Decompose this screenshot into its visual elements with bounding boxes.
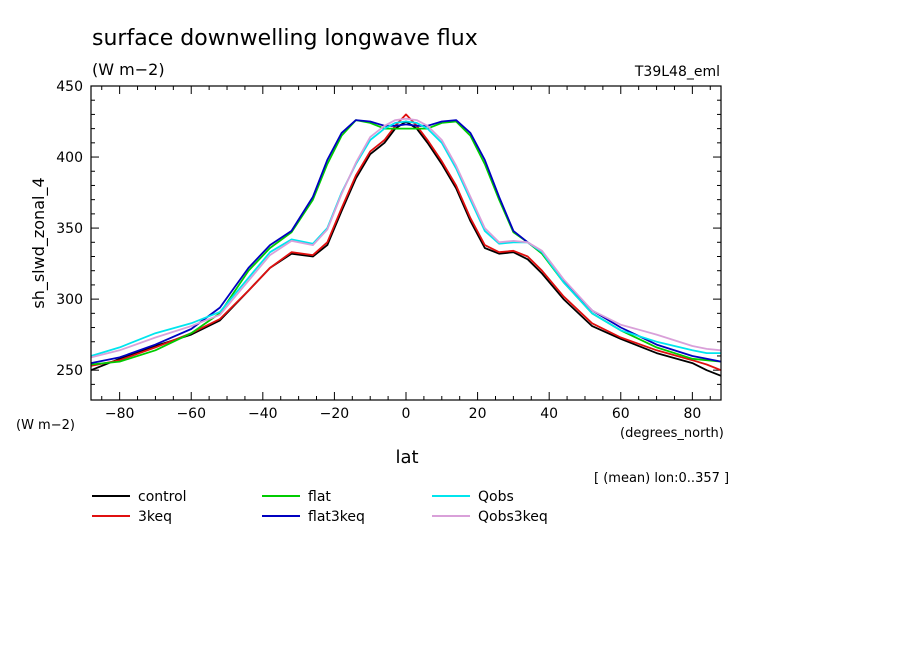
x-tick-label: 40 — [540, 406, 558, 422]
legend-label: flat — [308, 489, 331, 505]
y-tick-label: 400 — [56, 150, 83, 166]
mean-note: [ (mean) lon:0..357 ] — [594, 471, 729, 486]
legend-label: 3keq — [138, 509, 172, 525]
legend-label: flat3keq — [308, 509, 365, 525]
x-tick-label: 60 — [612, 406, 630, 422]
legend-label: Qobs — [478, 489, 514, 505]
legend-label: Qobs3keq — [478, 509, 548, 525]
x-tick-label: 20 — [469, 406, 487, 422]
x-tick-label: −60 — [176, 406, 206, 422]
x-tick-label: −80 — [105, 406, 135, 422]
y-units: (W m−2) — [16, 418, 75, 433]
x-tick-label: −20 — [320, 406, 350, 422]
y-tick-label: 300 — [56, 292, 83, 308]
legend: control 3keq flat flat3keq Qobs Qobs3keq — [92, 489, 548, 525]
legend-label: control — [138, 489, 187, 505]
series-line-qobs3keq — [90, 117, 722, 359]
series-line-control — [90, 120, 722, 377]
y-tick-label: 250 — [56, 363, 83, 379]
y-tick-label: 350 — [56, 221, 83, 237]
x-tick-label: −40 — [248, 406, 278, 422]
x-tick-label: 80 — [683, 406, 701, 422]
y-axis-label: sh_slwd_zonal_4 — [29, 177, 49, 308]
run-label: T39L48_eml — [634, 64, 720, 80]
series-line-qobs — [90, 120, 721, 357]
y-tick-label: 450 — [56, 79, 83, 95]
chart-title: surface downwelling longwave flux — [92, 26, 478, 51]
series-lines — [90, 113, 722, 377]
x-axis-label: lat — [395, 447, 418, 468]
chart-subtitle: (W m−2) — [92, 60, 165, 79]
plot-frame — [90, 85, 722, 401]
x-tick-label: 0 — [402, 406, 411, 422]
x-units: (degrees_north) — [620, 426, 724, 441]
axis-ticks: −80 −60 −40 −20 0 20 40 60 80 250 300 350 400 450 — [56, 79, 721, 422]
